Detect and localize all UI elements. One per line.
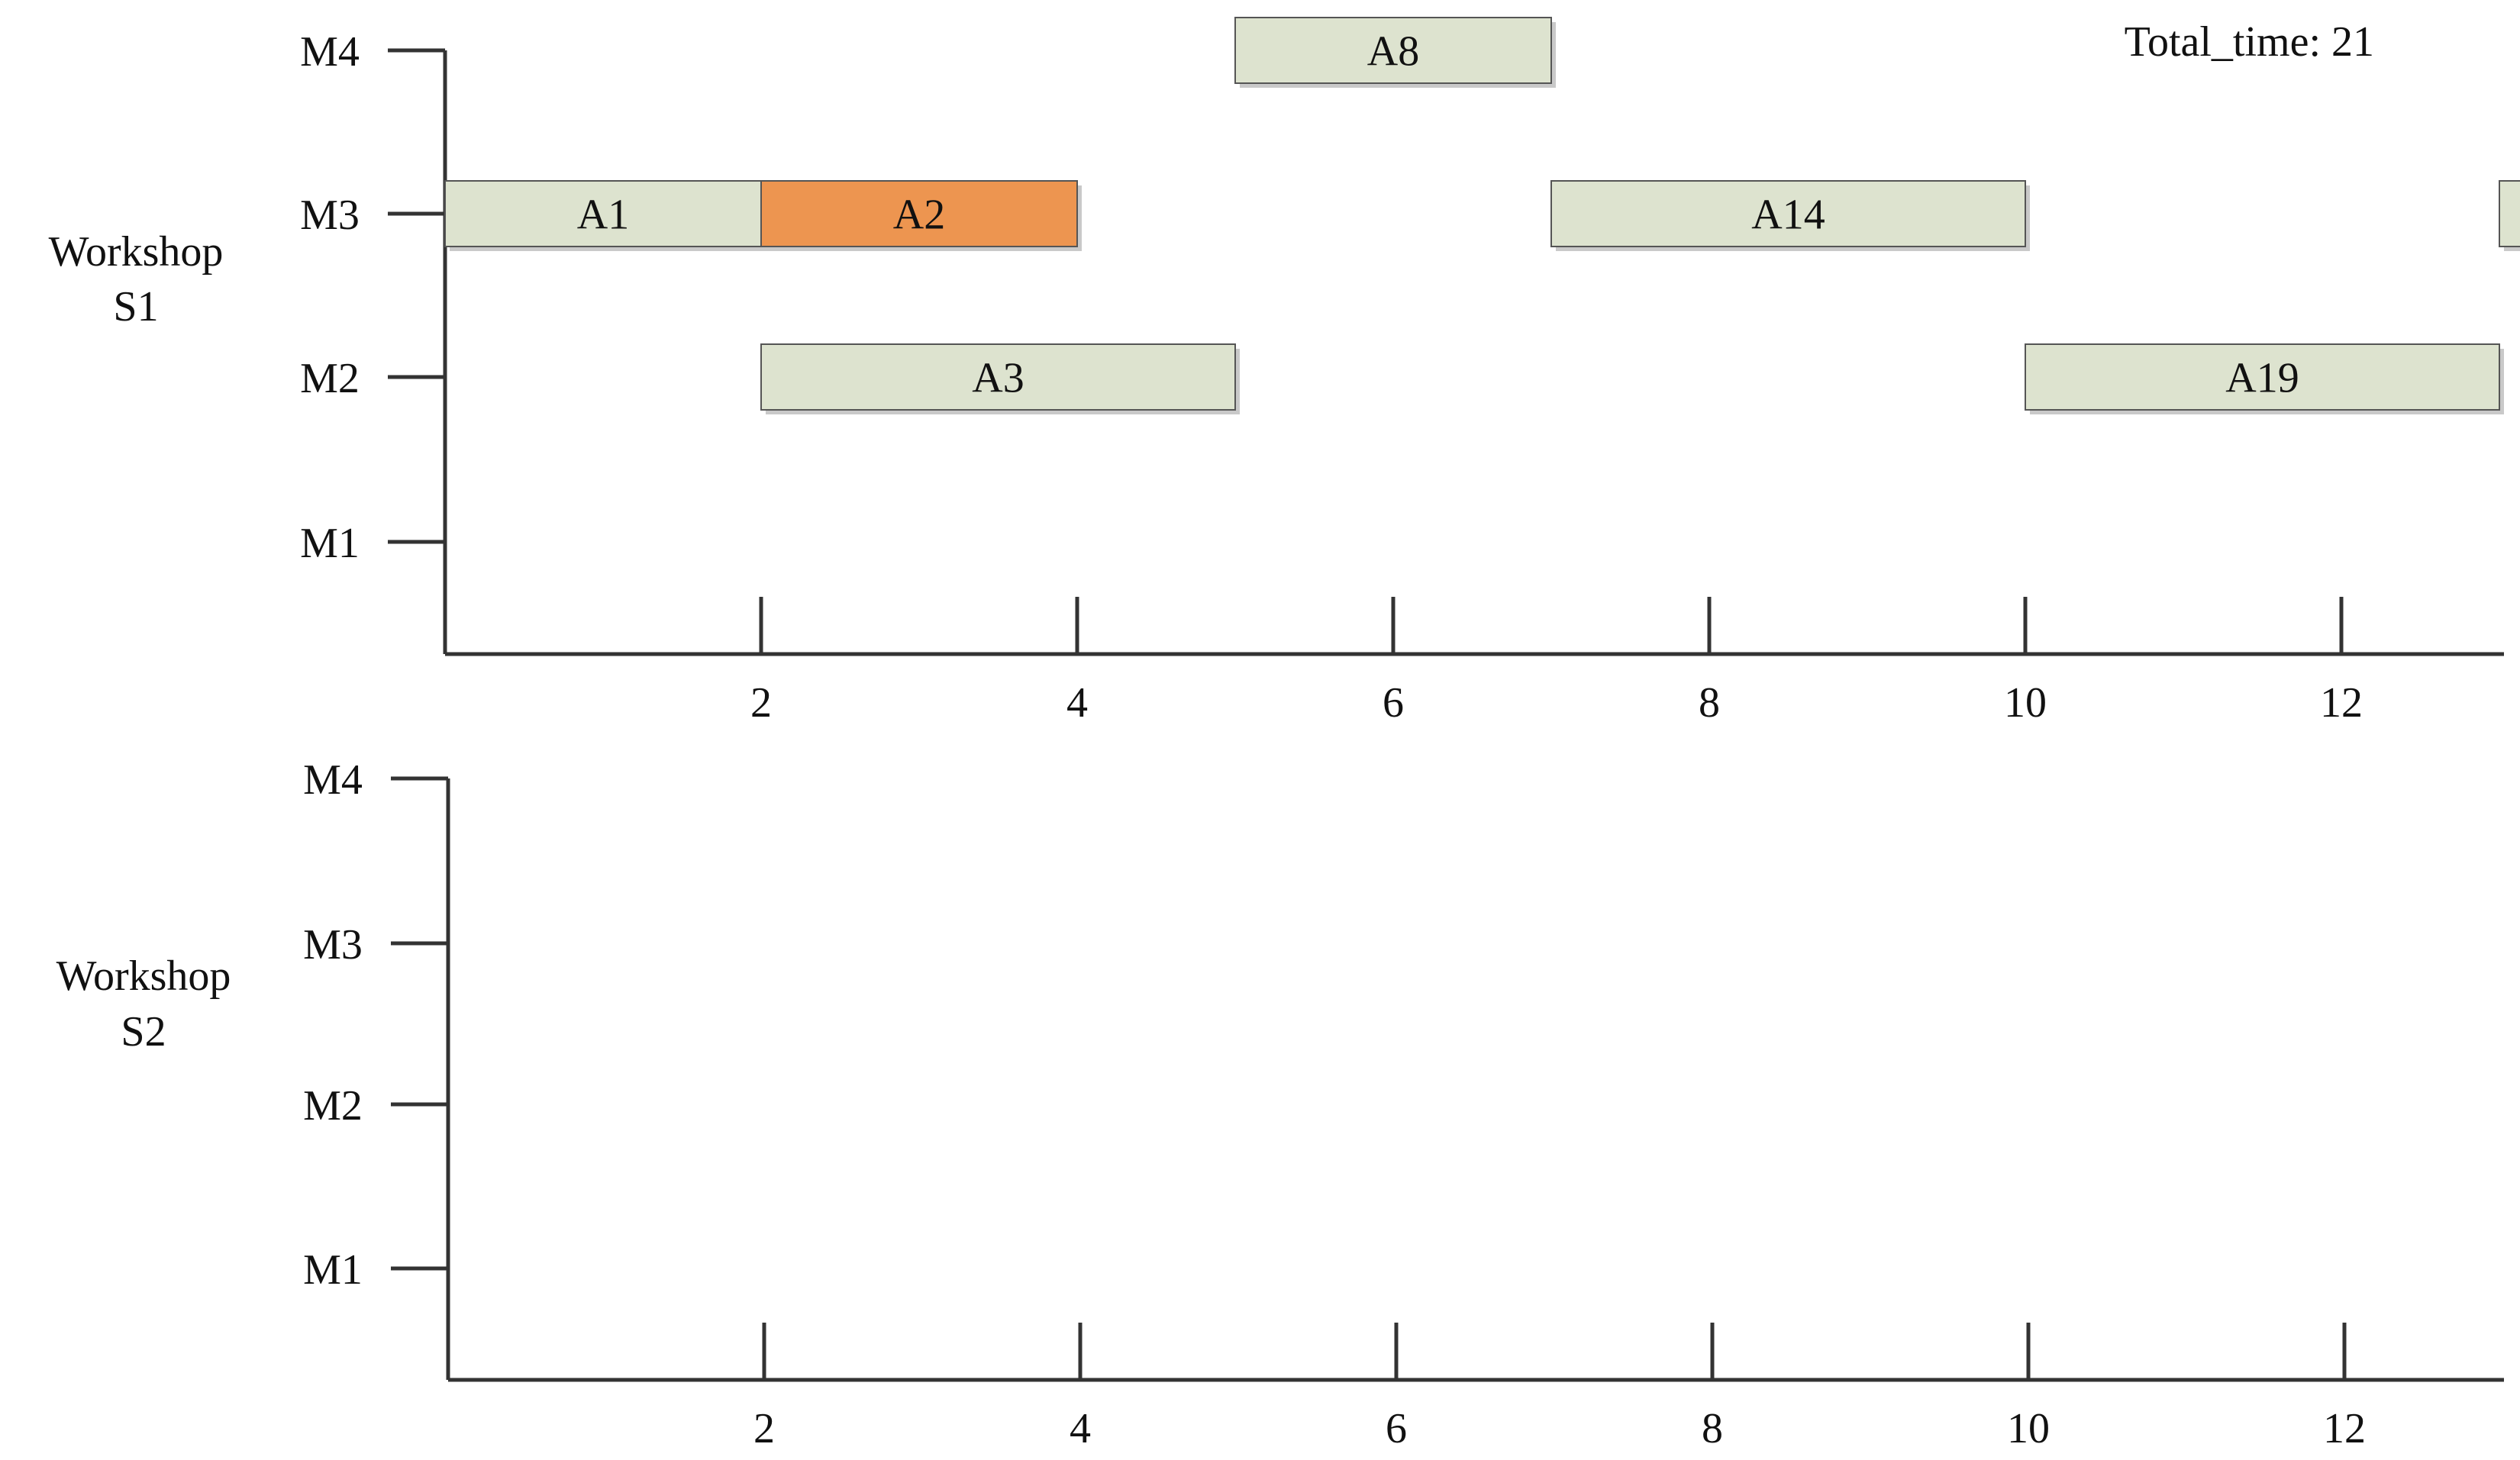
task-bar xyxy=(2025,343,2500,411)
x-tick-label: 10 xyxy=(2007,1405,2050,1452)
task-a3: A3 xyxy=(760,343,1240,414)
task-a8: A8 xyxy=(1234,17,1556,88)
x-tick-label: 4 xyxy=(1066,679,1088,727)
machine-label-m1: M1 xyxy=(300,520,360,567)
task-label: A19 xyxy=(2225,355,2299,402)
task-bar xyxy=(2499,180,2520,247)
workshop-label-line: Workshop xyxy=(49,228,224,276)
task-label: A14 xyxy=(1751,192,1825,239)
x-tick-label: 2 xyxy=(753,1405,775,1452)
x-tick-label: 4 xyxy=(1070,1405,1091,1452)
task-label: A1 xyxy=(577,192,629,239)
x-tick-label: 8 xyxy=(1702,1405,1723,1452)
x-tick-label: 6 xyxy=(1386,1405,1407,1452)
task-a22: A22 xyxy=(2499,180,2520,251)
workshop-panel-1: WorkshopS1M1M2M3M4246810121416182022A8A1… xyxy=(49,17,2520,727)
task-a1: A1 xyxy=(444,180,766,251)
workshop-label-line: S2 xyxy=(121,1008,166,1056)
machine-label-m4: M4 xyxy=(300,28,360,76)
workshop-label-line: S1 xyxy=(113,283,158,330)
workshop-panel-2: WorkshopS2M1M2M3M4246810121416182022 xyxy=(56,756,2504,1452)
machine-label-m1: M1 xyxy=(303,1246,363,1294)
task-a19: A19 xyxy=(2025,343,2504,414)
x-tick-label: 2 xyxy=(750,679,772,727)
task-bar xyxy=(760,180,1078,247)
task-bar xyxy=(1234,17,1552,84)
task-label: A3 xyxy=(972,355,1024,402)
machine-label-m3: M3 xyxy=(300,192,360,239)
task-bar xyxy=(444,180,762,247)
x-tick-label: 12 xyxy=(2320,679,2363,727)
total-time-annotation: Total_time: 21 xyxy=(2125,18,2374,66)
machine-label-m2: M2 xyxy=(300,355,360,402)
task-bar xyxy=(760,343,1236,411)
machine-label-m4: M4 xyxy=(303,756,363,804)
x-tick-label: 12 xyxy=(2323,1405,2366,1452)
x-tick-label: 8 xyxy=(1699,679,1720,727)
task-a14: A14 xyxy=(1550,180,2030,251)
x-tick-label: 6 xyxy=(1383,679,1404,727)
task-bar xyxy=(1550,180,2026,247)
workshop-label-line: Workshop xyxy=(56,952,231,1000)
machine-label-m3: M3 xyxy=(303,921,363,968)
task-label: A8 xyxy=(1367,28,1419,76)
x-tick-label: 10 xyxy=(2004,679,2047,727)
task-a2: A2 xyxy=(760,180,1082,251)
task-label: A2 xyxy=(893,192,945,239)
machine-label-m2: M2 xyxy=(303,1082,363,1130)
